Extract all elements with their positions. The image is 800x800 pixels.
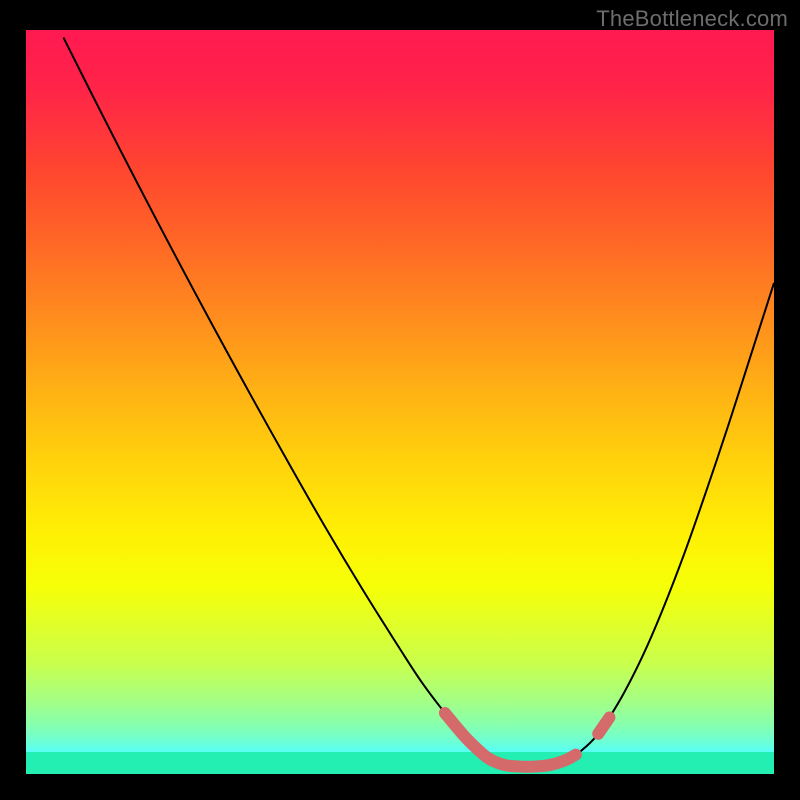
plot-bottom-band (26, 752, 774, 774)
plot-background (26, 30, 774, 774)
bottleneck-curve-chart (0, 0, 800, 800)
chart-frame: TheBottleneck.com (0, 0, 800, 800)
